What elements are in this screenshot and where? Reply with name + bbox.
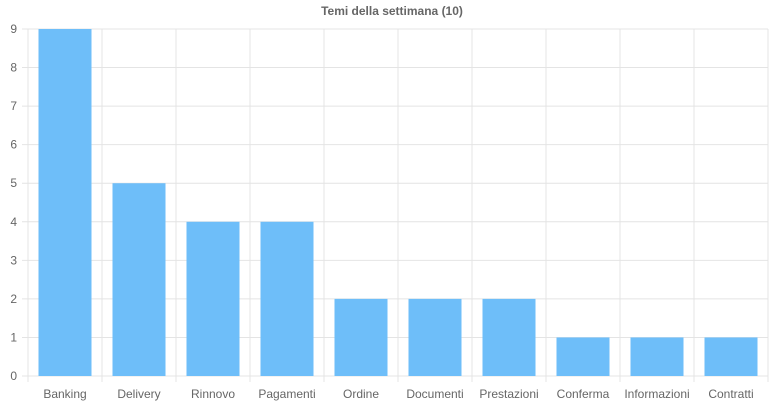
- chart-title: Temi della settimana (10): [321, 4, 463, 18]
- bar-banking: [38, 29, 92, 376]
- bar-informazioni: [630, 337, 684, 376]
- x-tick-label: Banking: [43, 387, 86, 401]
- bar-delivery: [112, 183, 166, 376]
- bar-ordine: [334, 298, 388, 376]
- y-tick-label: 4: [10, 215, 17, 229]
- bars-layer: [38, 29, 758, 376]
- y-tick-label: 9: [10, 22, 17, 36]
- y-tick-label: 3: [10, 253, 17, 267]
- x-tick-label: Conferma: [557, 387, 610, 401]
- bar-contratti: [704, 337, 758, 376]
- x-tick-label: Documenti: [406, 387, 463, 401]
- y-tick-label: 7: [10, 99, 17, 113]
- y-tick-label: 8: [10, 61, 17, 75]
- y-tick-label: 5: [10, 176, 17, 190]
- x-tick-label: Informazioni: [624, 387, 689, 401]
- bar-rinnovo: [186, 221, 240, 376]
- y-tick-label: 1: [10, 330, 17, 344]
- bar-pagamenti: [260, 221, 314, 376]
- y-tick-label: 0: [10, 369, 17, 383]
- x-tick-label: Contratti: [708, 387, 753, 401]
- x-tick-label: Ordine: [343, 387, 379, 401]
- bar-conferma: [556, 337, 610, 376]
- x-tick-label: Rinnovo: [191, 387, 235, 401]
- grid-layer: [22, 28, 769, 382]
- y-tick-label: 6: [10, 138, 17, 152]
- y-tick-label: 2: [10, 292, 17, 306]
- x-tick-label: Pagamenti: [258, 387, 315, 401]
- x-tick-label: Prestazioni: [479, 387, 538, 401]
- x-axis: Banking Delivery Rinnovo Pagamenti Ordine Doc…: [43, 387, 753, 401]
- x-tick-label: Delivery: [117, 387, 160, 401]
- y-axis: 0 1 2 3 4 5 6 7 8 9: [10, 22, 17, 383]
- bar-documenti: [408, 298, 462, 376]
- bar-prestazioni: [482, 298, 536, 376]
